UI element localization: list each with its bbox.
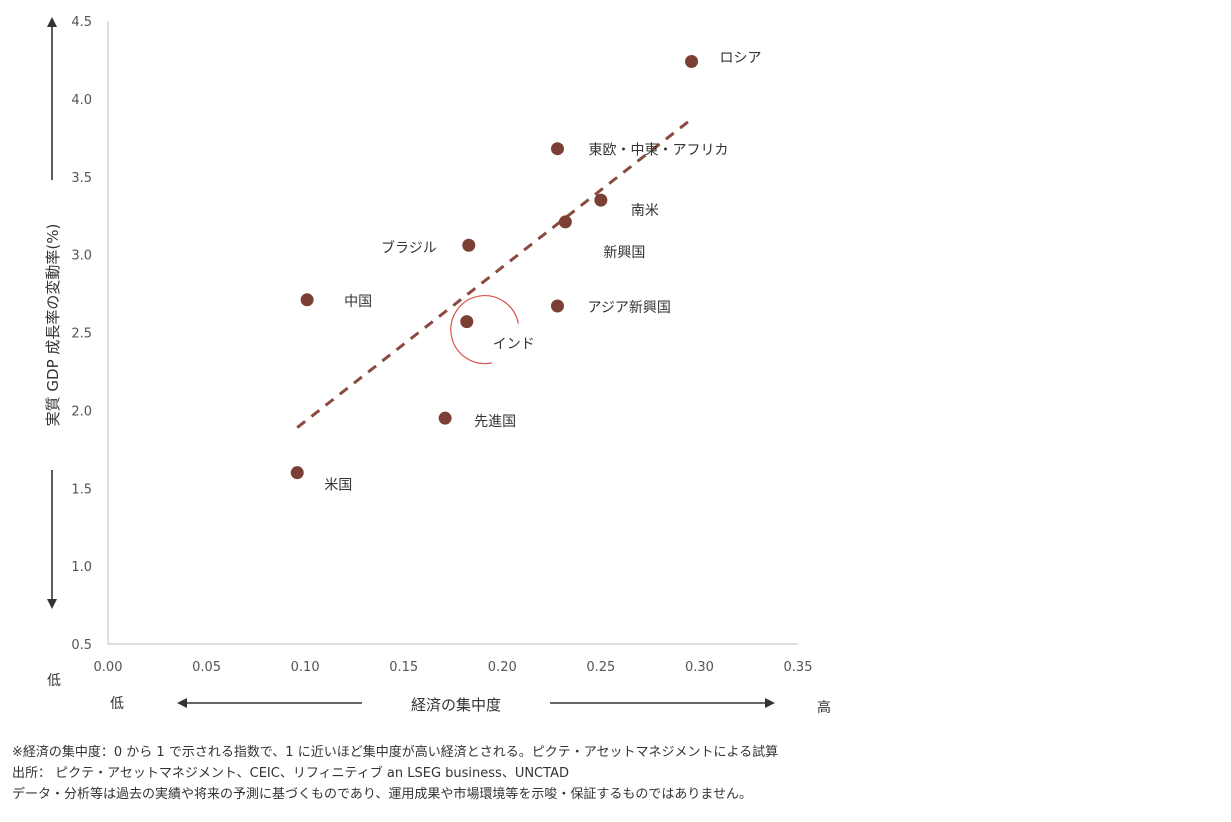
y-tick-label: 4.5: [71, 15, 92, 30]
data-point: [685, 54, 699, 68]
y-axis-title: 実質 GDP 成長率の変動率(%): [44, 224, 62, 427]
highlight-circle: [450, 294, 519, 365]
x-axis-title: 経済の集中度: [411, 696, 501, 714]
x-tick-label: 0.10: [291, 660, 320, 675]
point-label: 中国: [344, 294, 372, 310]
footnote-source: 出所： ピクテ・アセットマネジメント、CEIC、リフィニティブ an LSEG …: [12, 766, 569, 781]
y-tick-label: 2.0: [71, 404, 92, 419]
y-tick-label: 3.5: [71, 171, 92, 186]
point-label: 東欧・中東・アフリカ: [588, 143, 728, 159]
x-low-label: 低: [110, 696, 124, 712]
y-tick-label: 1.5: [71, 482, 92, 497]
x-tick-label: 0.00: [94, 660, 123, 675]
point-label: アジア新興国: [587, 300, 670, 316]
x-tick-label: 0.15: [389, 660, 418, 675]
point-label: 先進国: [474, 414, 516, 430]
x-tick-label: 0.25: [586, 660, 615, 675]
y-tick-label: 4.0: [71, 93, 92, 108]
footnotes: ※経済の集中度：0 から 1 で示される指数で、1 に近いほど集中度が高い経済と…: [12, 742, 1212, 805]
x-tick-labels: 0.00 0.05 0.10 0.15 0.20 0.25 0.30 0.35: [94, 660, 813, 675]
y-tick-label: 2.5: [71, 327, 92, 342]
point-label: インド: [493, 337, 535, 353]
footnote-disclaimer: データ・分析等は過去の実績や将来の予測に基づくものであり、運用成果や市場環境等を…: [12, 787, 752, 802]
x-high-label: 高: [817, 699, 831, 716]
point-label: ロシア: [720, 50, 762, 66]
data-points: [290, 54, 699, 480]
x-tick-label: 0.35: [784, 660, 813, 675]
data-point: [460, 315, 474, 329]
data-point: [290, 466, 304, 480]
point-label: ブラジル: [381, 239, 437, 256]
y-tick-label: 3.0: [71, 249, 92, 264]
y-tick-label: 0.5: [71, 638, 92, 653]
x-tick-label: 0.20: [488, 660, 517, 675]
x-tick-label: 0.05: [192, 660, 221, 675]
footnote-definition: ※経済の集中度：0 から 1 で示される指数で、1 に近いほど集中度が高い経済と…: [12, 745, 779, 760]
data-point: [550, 299, 564, 313]
trend-line: [296, 116, 695, 429]
y-tick-labels: 0.5 1.0 1.5 2.0 2.5 3.0 3.5 4.0 4.5: [71, 15, 92, 653]
y-low-label: 低: [47, 673, 61, 689]
data-point: [550, 142, 564, 156]
point-label: 米国: [324, 478, 352, 494]
data-point: [462, 238, 476, 252]
data-point: [300, 293, 314, 307]
data-point: [438, 411, 452, 425]
data-point: [558, 215, 572, 229]
y-tick-label: 1.0: [71, 560, 92, 575]
data-point: [594, 193, 608, 207]
point-label: 新興国: [603, 245, 645, 261]
scatter-chart: 0.00 0.05 0.10 0.15 0.20 0.25 0.30 0.35 0.5 1.0 1…: [44, 15, 831, 716]
x-tick-label: 0.30: [685, 660, 714, 675]
point-label: 南米: [631, 203, 659, 219]
